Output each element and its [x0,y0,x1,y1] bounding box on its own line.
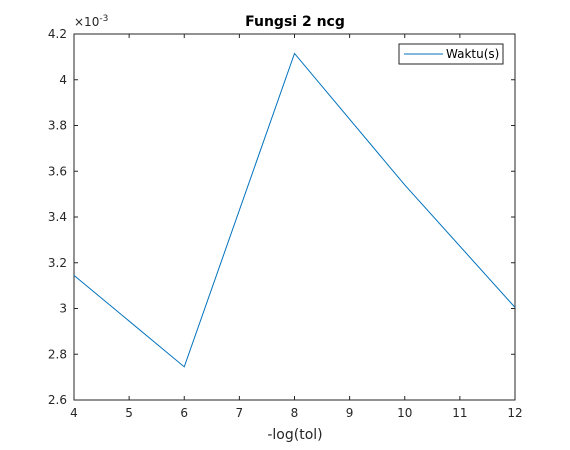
x-tick-label: 11 [452,406,467,420]
y-tick-label: 3.2 [48,256,67,270]
series-layer [73,52,516,368]
series-line-waktu [73,52,516,368]
x-tick-label: 9 [346,406,354,420]
y-exponent-power: -3 [99,14,108,24]
y-tick-label: 3.6 [48,164,67,178]
y-tick-label: 3 [59,302,67,316]
y-exponent-base: ×10 [74,15,99,29]
y-tick-label: 3.4 [48,210,67,224]
x-tick-label: 8 [291,406,299,420]
x-tick-label: 6 [180,406,188,420]
legend: Waktu(s) [398,43,504,65]
y-tick-label: 2.8 [48,347,67,361]
x-axis-label: -log(tol) [267,427,322,443]
legend-entry-waktu: Waktu(s) [446,47,499,61]
x-tick-label: 4 [70,406,78,420]
x-tick-label: 10 [397,406,412,420]
chart-title: Fungsi 2 ncg [245,14,345,30]
x-tick-label: 7 [236,406,244,420]
y-tick-label: 4 [59,73,67,87]
y-tick-label: 4.2 [48,27,67,41]
legend-box [398,43,504,65]
y-tick-label: 2.6 [48,393,67,407]
y-axis-exponent: ×10-3 [74,14,108,29]
x-tick-label: 5 [125,406,133,420]
plot-area [73,33,516,401]
axis-ticks: 4 5 6 7 8 9 10 11 12 2.6 2.8 3 3.2 3.4 3.6 3.8 4 4.2 [48,27,523,420]
x-tick-label: 12 [507,406,522,420]
y-tick-label: 3.8 [48,119,67,133]
